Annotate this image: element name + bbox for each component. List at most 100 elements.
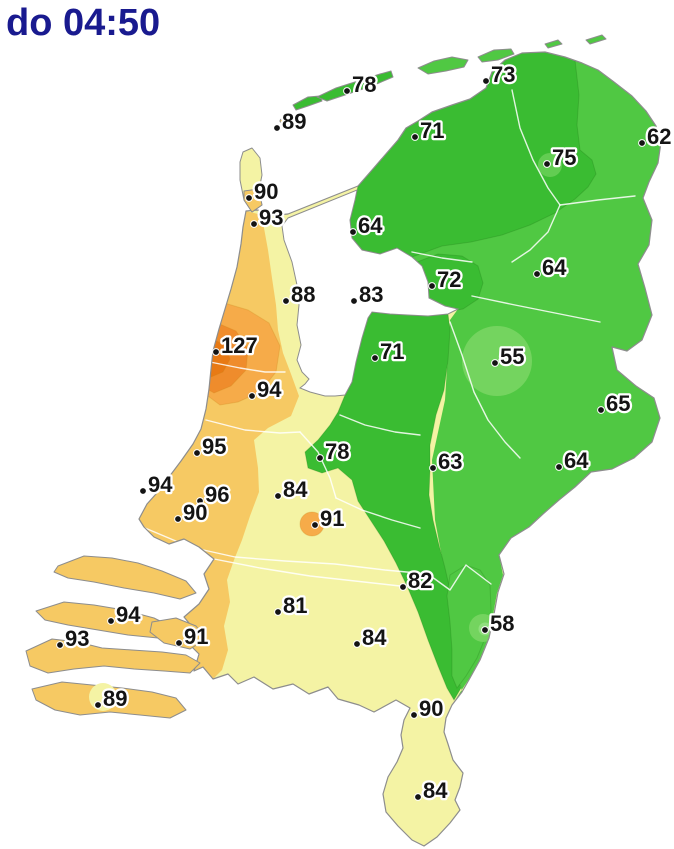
station-dot [543,160,551,168]
station-dot [482,77,490,85]
islet-noorderhaaks [279,117,293,125]
station: 78 [343,70,379,99]
lake-ijsselmeer [281,189,460,397]
station: 90 [174,498,210,527]
station-dot [274,492,282,500]
station-value: 93 [259,205,283,230]
station-dot [107,617,115,625]
station-value: 94 [257,377,282,402]
station-value: 90 [254,179,278,204]
station: 91 [175,622,211,651]
station-dot [311,521,319,529]
station-value: 78 [325,439,349,464]
station-dot [343,87,351,95]
island-vlieland [292,95,323,111]
station: 64 [349,211,385,240]
station: 89 [273,107,309,136]
station-dot [196,497,204,505]
region-green-mid-south-pocket [446,564,492,689]
station-dot [316,454,324,462]
station-value: 94 [148,472,173,497]
station: 93 [56,624,92,653]
station-dot [350,297,358,305]
station: 91 [311,504,347,533]
station-dot [411,133,419,141]
station-dot [491,359,499,367]
station-value: 63 [438,449,462,474]
station: 93 [250,203,286,232]
wadden-islands [239,34,607,213]
station: 58 [481,609,517,638]
station: 94 [139,470,175,499]
station-value: 64 [564,448,589,473]
mainland-coastline [138,51,662,847]
station-dot [597,406,605,414]
station-value: 73 [491,62,515,87]
station: 65 [597,389,633,418]
station-dot [245,194,253,202]
islet-richel [294,121,304,127]
station-value: 91 [184,624,208,649]
station-value: 84 [283,477,308,502]
island-walcheren-beveland [25,638,201,674]
island-rottum-east [585,34,607,45]
station-dot [139,487,147,495]
station: 81 [274,591,310,620]
station-value: 71 [380,339,404,364]
station: 55 [491,342,527,371]
station-dot [274,608,282,616]
station: 62 [638,122,674,151]
station: 71 [371,337,407,366]
station-value: 88 [291,282,315,307]
station-value: 82 [408,568,432,593]
station-value: 93 [65,626,89,651]
station-value: 90 [183,500,207,525]
station: 73 [482,60,518,89]
province-borders [144,89,636,591]
station-value: 65 [606,391,630,416]
station: 94 [248,375,284,404]
station: 78 [316,437,352,466]
station: 84 [414,776,450,805]
station-value: 127 [221,333,258,358]
station-value: 89 [103,686,127,711]
station-dot [481,626,489,634]
station: 90 [410,694,446,723]
island-terschelling [316,70,394,102]
island-rottum-west [544,39,563,49]
station: 63 [429,447,465,476]
station-dot [175,639,183,647]
station: 94 [107,600,143,629]
station-value: 75 [552,145,576,170]
station-value: 84 [423,778,448,803]
station-value: 62 [647,124,671,149]
station: 90 [245,177,281,206]
zeeland-islands [25,555,207,719]
island-tholen [149,617,207,650]
station-value: 72 [437,267,461,292]
station-dot [282,297,290,305]
station: 71 [411,116,447,145]
station-dot [273,124,281,132]
station: 64 [533,253,569,282]
station-value: 64 [358,213,383,238]
station: 88 [282,280,318,309]
station: 127 [212,331,260,360]
station-dot [399,583,407,591]
station-dot [174,515,182,523]
station-value: 83 [359,282,383,307]
station-value: 91 [320,506,344,531]
station-value: 81 [283,593,307,618]
station-dot [248,392,256,400]
station-dot [429,464,437,472]
station-value: 78 [352,72,376,97]
station: 64 [555,446,591,475]
station-dot [349,228,357,236]
island-goeree [53,555,197,600]
station-value: 58 [490,611,514,636]
station-dot [428,282,436,290]
